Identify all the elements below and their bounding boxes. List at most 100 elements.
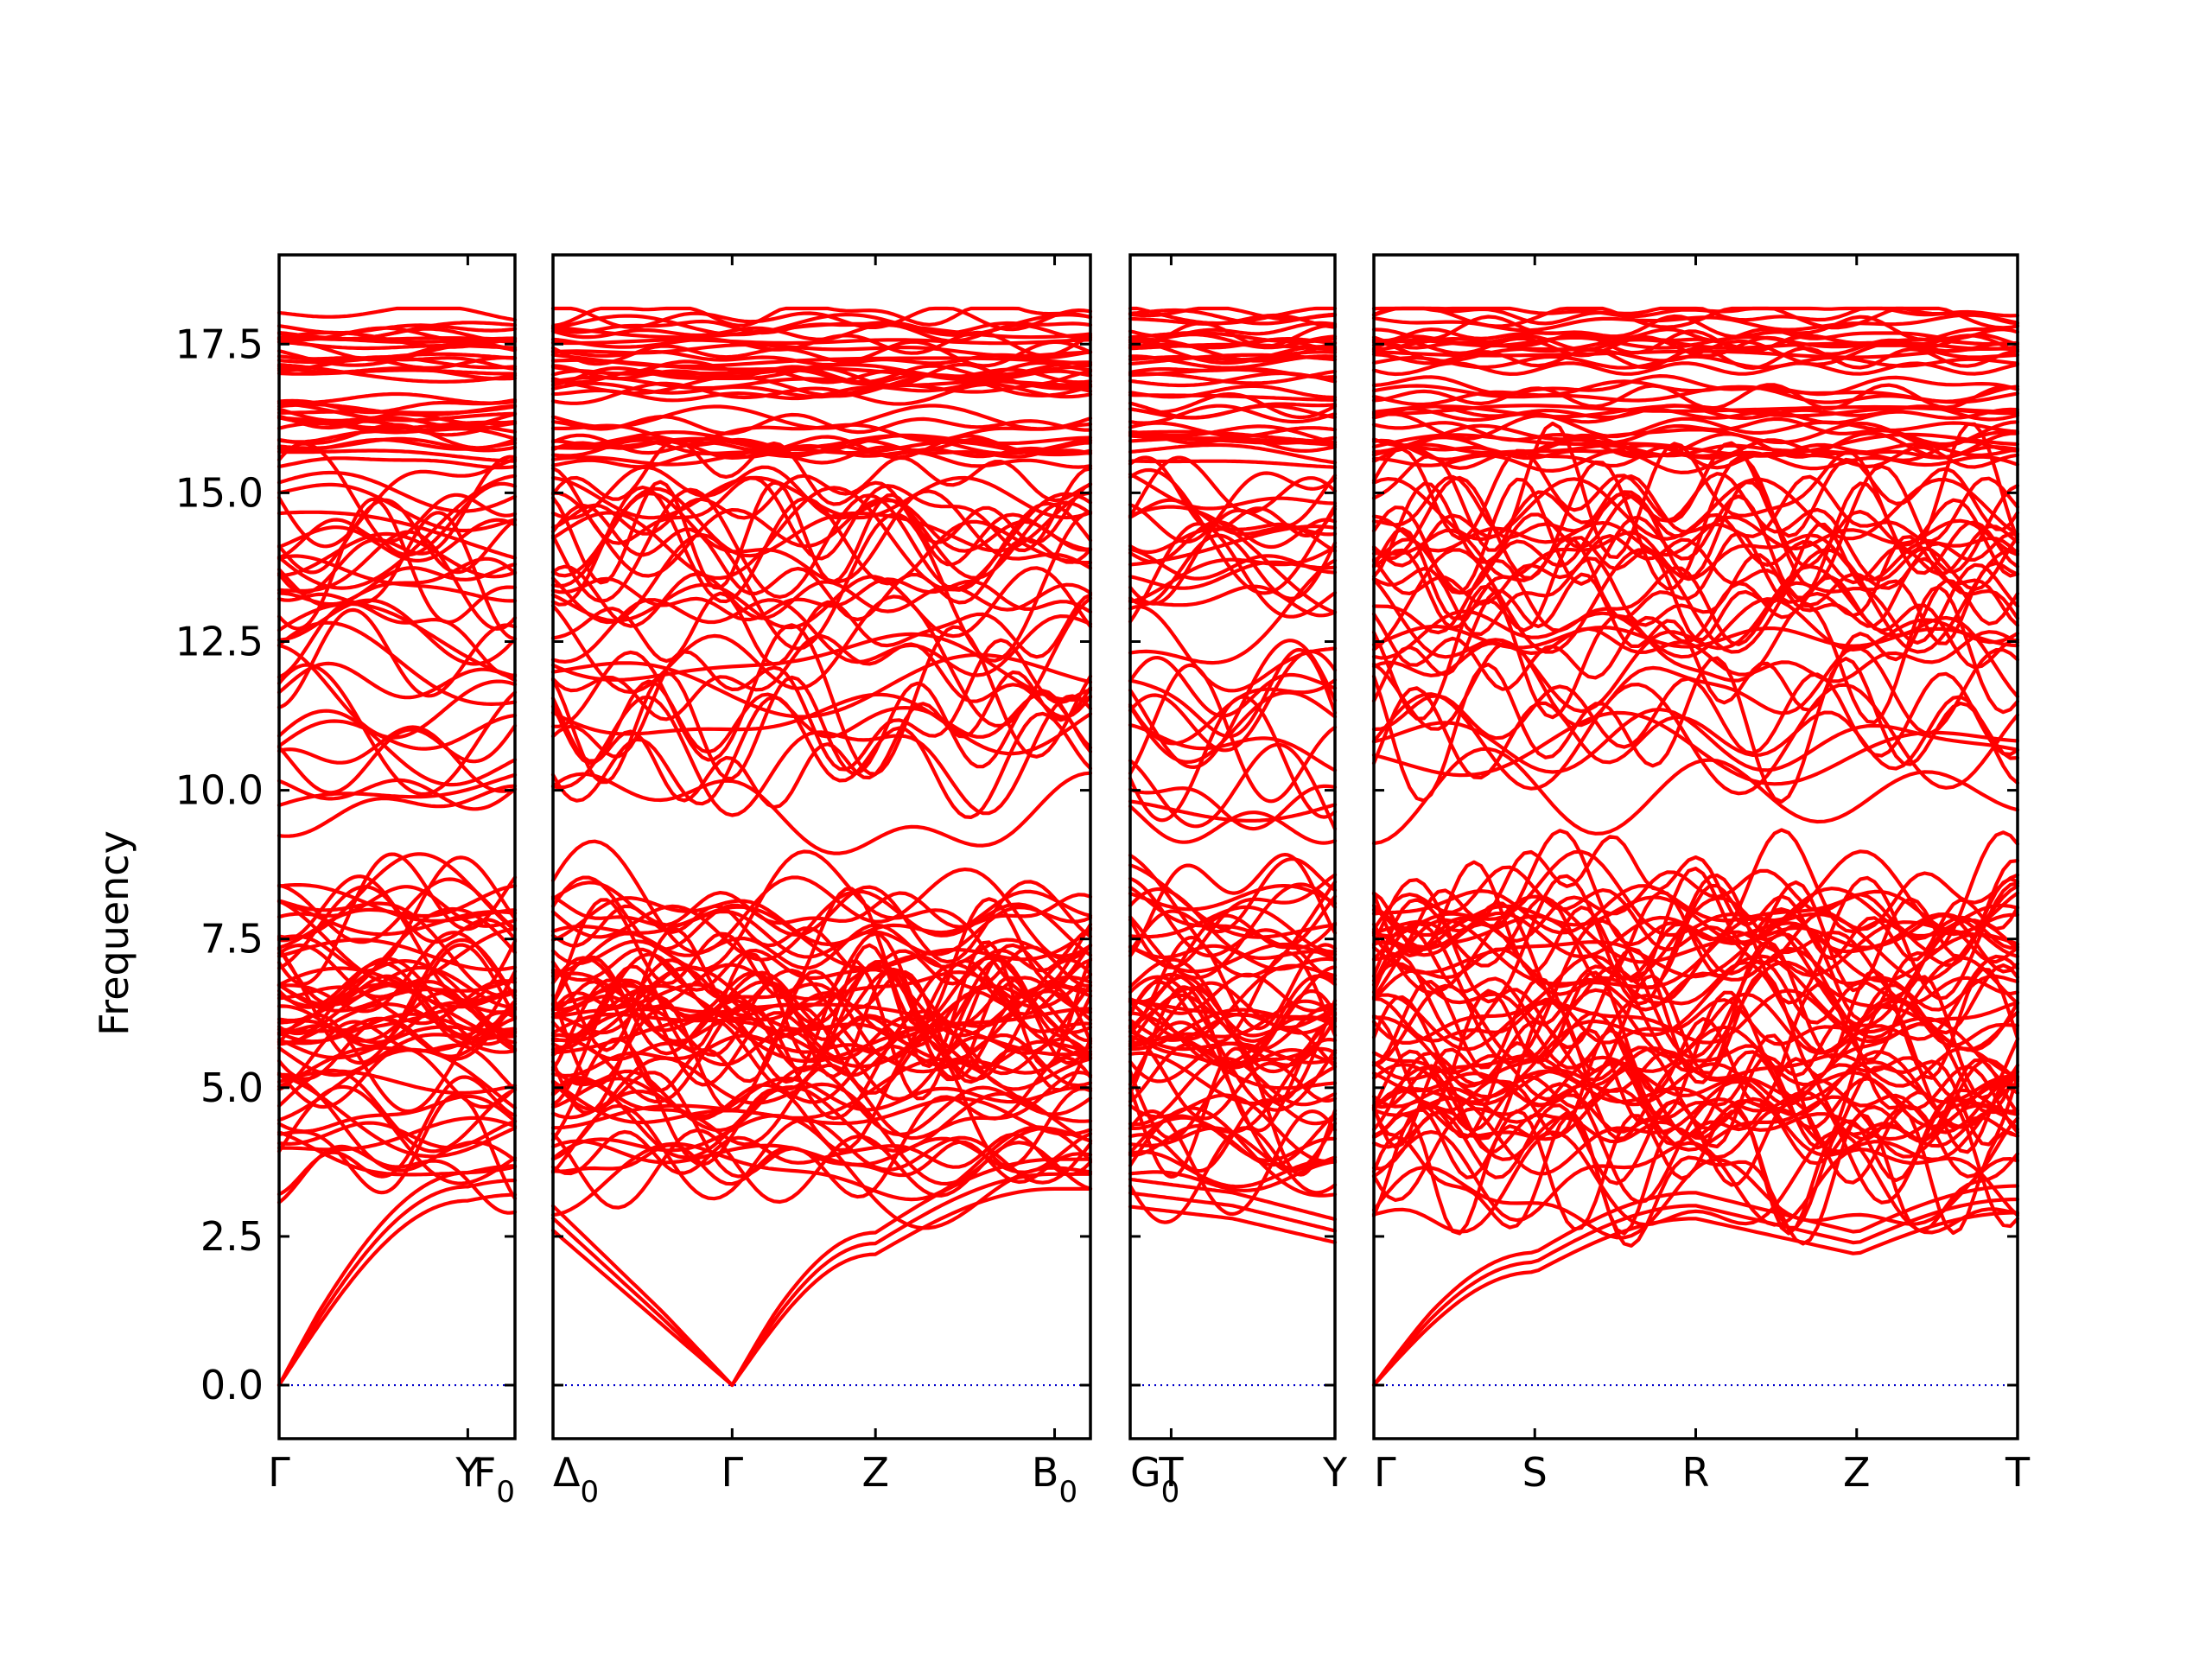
optical-band [276, 852, 518, 986]
optical-band [550, 475, 1093, 520]
optical-band [1128, 472, 1338, 511]
optical-band [1128, 429, 1338, 444]
optical-band [1128, 639, 1338, 769]
optical-band [1371, 572, 2020, 712]
optical-band [550, 598, 1093, 677]
optical-band [550, 771, 1093, 855]
optical-band [1371, 1079, 2020, 1176]
optical-band [276, 457, 518, 549]
optical-band [1371, 449, 2020, 474]
optical-band [1371, 412, 2020, 441]
x-tick-label: B0 [1032, 1449, 1077, 1510]
optical-band [1128, 367, 1338, 379]
optical-band [1371, 1046, 2020, 1088]
optical-band [550, 1078, 1093, 1160]
optical-band [550, 591, 1093, 667]
optical-band [1128, 1056, 1338, 1127]
optical-band [1128, 353, 1338, 366]
bands [276, 306, 518, 1388]
optical-band [550, 437, 1093, 465]
optical-band [1371, 327, 2020, 343]
optical-band [276, 947, 518, 1046]
optical-band [276, 1069, 518, 1095]
x-tick-label: Γ [721, 1449, 744, 1496]
optical-band [1371, 1130, 2020, 1235]
optical-band [550, 694, 1093, 817]
optical-band [276, 531, 518, 579]
acoustic-band [1128, 1177, 1338, 1222]
optical-band [1128, 863, 1338, 939]
optical-band [276, 306, 518, 322]
optical-band [1128, 1011, 1338, 1090]
acoustic-band [276, 1179, 518, 1388]
optical-band [550, 1056, 1093, 1199]
optical-band [276, 855, 518, 973]
x-tick-label: Z [1843, 1449, 1871, 1496]
optical-band [1371, 1028, 2020, 1149]
optical-band [1371, 884, 2020, 935]
optical-band [550, 510, 1093, 663]
optical-band [276, 661, 518, 700]
optical-band [276, 456, 518, 470]
optical-band [550, 671, 1093, 785]
optical-band [1128, 584, 1338, 618]
optical-band [276, 959, 518, 1052]
optical-band [1128, 656, 1338, 718]
optical-band [1371, 346, 2020, 371]
acoustic-band [1371, 1184, 2020, 1388]
optical-band [276, 899, 518, 998]
x-tick-label: F0 [474, 1449, 515, 1510]
optical-band [1371, 553, 2020, 636]
optical-band [1128, 883, 1338, 912]
y-axis: 0.0 2.5 5.0 7.5 10.0 12.5 15.0 17.5 [175, 321, 264, 1408]
panel-frame [1128, 253, 1337, 1440]
optical-band [1128, 421, 1338, 439]
optical-band [1371, 656, 2020, 804]
panel-frame [1372, 253, 2019, 1440]
optical-band [276, 784, 518, 838]
panel-frame [551, 253, 1092, 1440]
optical-band [1371, 404, 2020, 419]
panel-2: Δ0 Γ Z B0 [550, 253, 1093, 1510]
optical-band [1371, 747, 2020, 846]
optical-band [1371, 383, 2020, 410]
optical-band [1371, 490, 2020, 585]
acoustic-band [1371, 1211, 2020, 1388]
y-tick-label: 12.5 [175, 618, 264, 664]
plot-panels: Γ YF0 Δ0 Γ Z B0 G0T Y Γ S R Z T [268, 253, 2031, 1510]
optical-band [550, 330, 1093, 358]
optical-band [1371, 420, 2020, 448]
optical-band [1371, 1050, 2020, 1129]
optical-band [1128, 474, 1338, 606]
optical-band [1371, 970, 2020, 1111]
optical-band [550, 1076, 1093, 1118]
acoustic-band [550, 1172, 1093, 1388]
panel-1: Γ YF0 [268, 253, 518, 1510]
optical-band [276, 510, 518, 560]
optical-band [276, 391, 518, 405]
optical-band [276, 448, 518, 463]
optical-band [1128, 972, 1338, 1052]
x-tick-label: Z [861, 1449, 889, 1496]
x-tick-label: T [1158, 1449, 1184, 1496]
optical-band [1128, 974, 1338, 1103]
optical-band [1128, 455, 1338, 537]
optical-band [1371, 1049, 2020, 1138]
x-tick-label: T [2005, 1449, 2031, 1496]
optical-band [1128, 742, 1338, 831]
optical-band [276, 518, 518, 563]
optical-band [1371, 474, 2020, 543]
x-tick-subscript: 0 [1058, 1475, 1077, 1510]
optical-band [276, 772, 518, 808]
panel-frame [277, 253, 517, 1440]
optical-band [1371, 314, 2020, 341]
optical-band [1128, 647, 1338, 739]
optical-band [276, 882, 518, 923]
optical-band [276, 482, 518, 533]
optical-band [550, 984, 1093, 1069]
acoustic-band [1128, 1205, 1338, 1244]
optical-band [1128, 459, 1338, 469]
optical-band [550, 412, 1093, 435]
optical-band [550, 306, 1093, 327]
